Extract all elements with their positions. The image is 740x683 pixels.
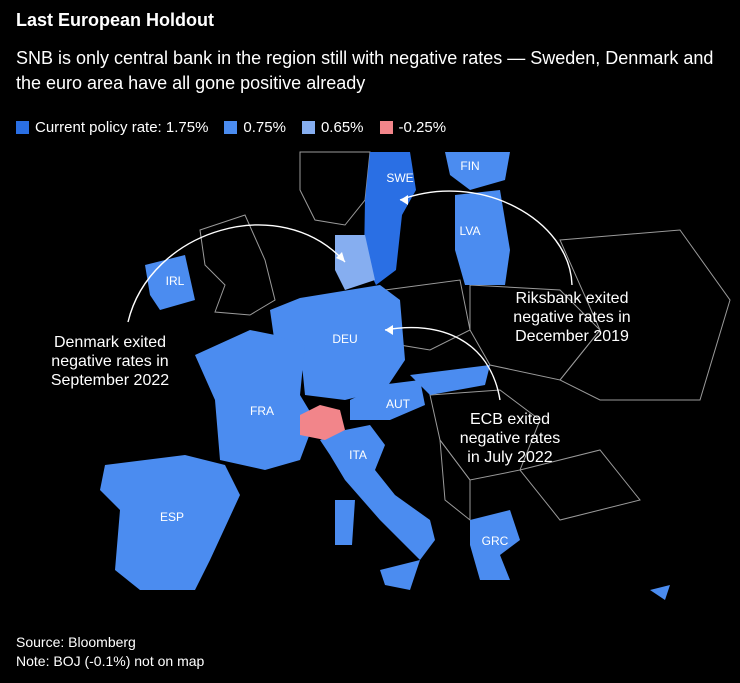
country-finland [445, 152, 510, 190]
source: Source: Bloomberg [16, 634, 136, 650]
country-label: FRA [250, 404, 274, 418]
annotation: Riksbank exited [516, 290, 629, 307]
legend-swatch [301, 121, 315, 134]
subtitle: SNB is only central bank in the region s… [16, 48, 714, 93]
country-france [195, 330, 315, 470]
country-switzerland [300, 405, 345, 440]
legend-item: 0.65% [301, 119, 364, 136]
legend-swatch [379, 121, 393, 134]
legend-item: -0.25% [379, 119, 447, 136]
legend: Current policy rate: 1.75% 0.75% 0.65% -0.2… [16, 119, 446, 136]
annotation: negative rates in [513, 309, 630, 326]
countries [100, 152, 670, 600]
title: Last European Holdout [16, 10, 214, 30]
footer: Source: Bloomberg Note: BOJ (-0.1%) not … [16, 633, 204, 671]
annotation: negative rates in [51, 353, 168, 370]
legend-label: 0.65% [320, 119, 364, 136]
country-denmark [335, 235, 375, 290]
legend-label: 0.75% [243, 119, 286, 136]
country-sweden [364, 152, 416, 285]
country-label: FIN [460, 159, 479, 173]
country-spain [100, 455, 240, 590]
country-label: ESP [160, 510, 184, 524]
note: Note: BOJ (-0.1%) not on map [16, 653, 205, 669]
legend-item: 0.75% [224, 119, 286, 136]
annotation: September 2022 [51, 372, 169, 389]
annotation: ECB exited [470, 411, 550, 428]
country-label: AUT [386, 397, 411, 411]
country-greece [470, 510, 670, 600]
country-label: DEU [332, 332, 357, 346]
country-label: GRC [482, 534, 509, 548]
annotation: in July 2022 [467, 449, 552, 466]
other-countries [199, 151, 731, 522]
legend-swatch [16, 121, 29, 134]
legend-label: Current policy rate: 1.75% [35, 119, 209, 136]
country-italy [320, 425, 435, 590]
legend-item: Current policy rate: 1.75% [16, 119, 208, 136]
annotation: December 2019 [515, 328, 629, 345]
country-label: LVA [460, 224, 481, 238]
legend-label: -0.25% [398, 119, 447, 136]
country-label: SWE [386, 171, 413, 185]
country-germany [270, 285, 405, 400]
annotation: Denmark exited [54, 334, 166, 351]
annotation: negative rates [460, 430, 561, 447]
country-label: IRL [166, 274, 185, 288]
arrows [127, 190, 573, 401]
legend-swatch [224, 121, 238, 134]
country-baltics [455, 190, 510, 285]
country-austria [350, 365, 490, 420]
country-label: ITA [349, 448, 367, 462]
